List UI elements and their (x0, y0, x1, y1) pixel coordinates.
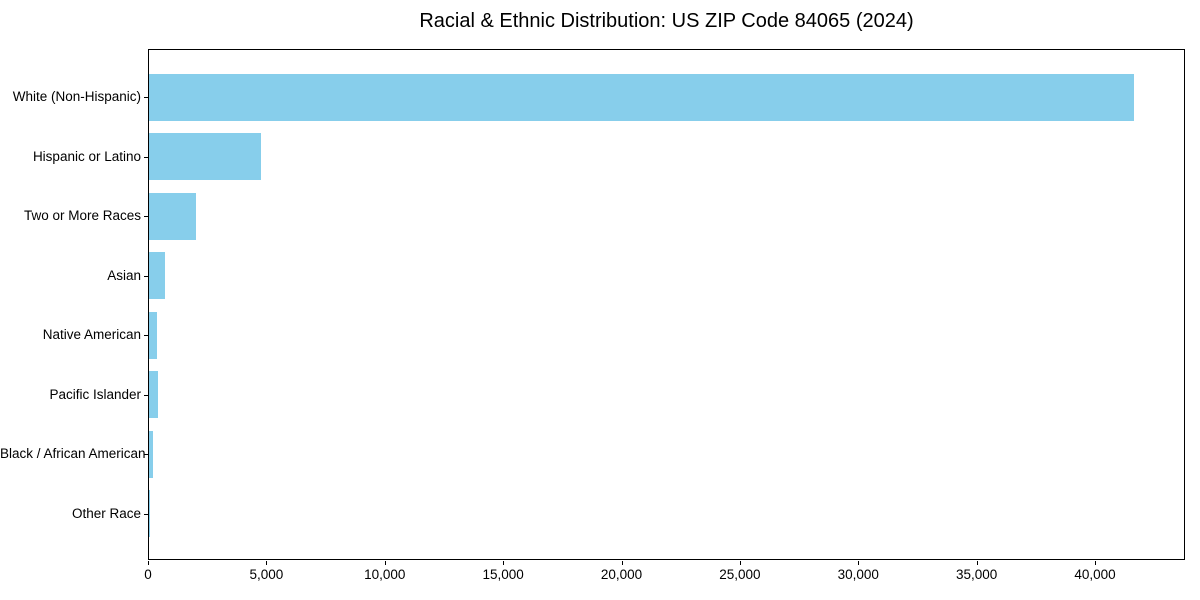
x-tick-label: 25,000 (719, 567, 761, 582)
x-tick-mark (1095, 561, 1097, 565)
y-tick-label: White (Non-Hispanic) (12, 89, 141, 104)
bar-other-race (149, 490, 151, 537)
x-tick-mark (621, 561, 623, 565)
x-tick-label: 40,000 (1074, 567, 1116, 582)
y-tick-label: Other Race (71, 505, 141, 521)
x-tick-label: 20,000 (600, 567, 643, 582)
x-tick-mark (384, 561, 386, 565)
x-tick-label: 0 (144, 567, 152, 582)
bar-pacific-islander (149, 371, 158, 418)
y-tick-mark (144, 394, 148, 396)
bar-two-or-more-races (149, 192, 197, 240)
y-tick-mark (144, 335, 148, 336)
y-tick-mark (144, 156, 148, 158)
y-tick-label: Native American (42, 327, 141, 342)
y-tick-label: Hispanic or Latino (32, 148, 141, 164)
y-tick-mark (144, 454, 148, 455)
x-tick-label: 35,000 (955, 567, 998, 582)
y-tick-label: Pacific Islander (49, 386, 141, 402)
y-tick-mark (144, 216, 148, 217)
x-tick-label: 5,000 (249, 567, 284, 582)
x-tick-label: 10,000 (364, 567, 406, 582)
x-tick-mark (858, 561, 860, 565)
x-tick-label: 15,000 (482, 567, 524, 582)
bar-black-african-american (149, 430, 154, 478)
bar-native-american (149, 311, 158, 359)
plot-area (148, 49, 1185, 560)
y-tick-label: Asian (107, 267, 141, 283)
x-tick-mark (503, 561, 505, 565)
y-tick-label: Two or More Races (23, 208, 141, 223)
x-tick-mark (148, 561, 149, 565)
y-tick-mark (144, 513, 148, 515)
bar-asian (149, 252, 166, 299)
x-tick-mark (976, 561, 978, 565)
y-tick-mark (144, 97, 148, 98)
bar-hispanic-or-latino (149, 133, 262, 180)
bar-white-non-hispanic (149, 73, 1135, 121)
x-tick-label: 30,000 (837, 567, 879, 582)
x-tick-mark (266, 561, 268, 565)
y-tick-label: Black / African American (0, 446, 146, 461)
chart-title: Racial & Ethnic Distribution: US ZIP Cod… (419, 10, 914, 32)
y-tick-mark (144, 275, 148, 277)
x-tick-mark (739, 561, 741, 565)
